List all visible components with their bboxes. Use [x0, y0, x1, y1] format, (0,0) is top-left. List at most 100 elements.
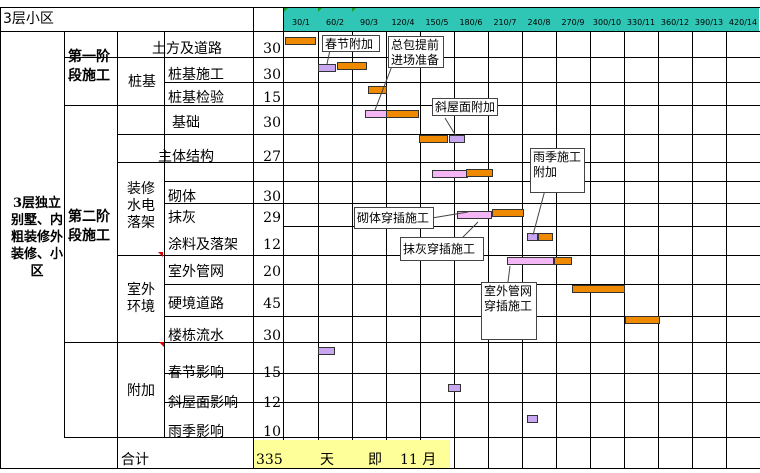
- grid-line: [283, 181, 760, 182]
- task-name[interactable]: 桩基检验: [168, 90, 224, 106]
- callout-masonry-overlap[interactable]: 砌体穿插施工: [354, 207, 434, 229]
- gantt-bar[interactable]: [448, 384, 461, 392]
- grid-line: [283, 255, 760, 256]
- task-duration[interactable]: 30: [263, 328, 281, 344]
- total-label[interactable]: 合计: [121, 452, 149, 468]
- grid-line: [386, 31, 387, 468]
- gantt-bar[interactable]: [625, 316, 660, 324]
- grid-line: [283, 402, 760, 403]
- comment-marker: [158, 252, 163, 257]
- task-duration[interactable]: 27: [263, 149, 281, 165]
- task-name[interactable]: 砌体: [168, 189, 196, 205]
- phase2-label[interactable]: 第二阶段施工: [68, 209, 110, 244]
- gantt-bar[interactable]: [419, 135, 448, 143]
- task-duration[interactable]: 15: [263, 365, 281, 381]
- gantt-bar[interactable]: [318, 347, 335, 355]
- total-months[interactable]: 11 月: [400, 452, 437, 468]
- task-name[interactable]: 主体结构: [158, 149, 214, 165]
- timeline-label: 150/5: [425, 18, 449, 27]
- task-name[interactable]: 硬境道路: [168, 296, 224, 312]
- gantt-bar[interactable]: [368, 86, 387, 94]
- grid-line: [726, 31, 727, 468]
- outdoor-group-label[interactable]: 室外环境: [127, 282, 155, 315]
- gantt-bar[interactable]: [554, 257, 572, 265]
- header-marker: [318, 7, 323, 12]
- task-duration[interactable]: 10: [263, 424, 281, 440]
- grid-line: [283, 134, 760, 135]
- phase1-label[interactable]: 第一阶段施工: [68, 49, 110, 84]
- pile-group-label[interactable]: 桩基: [128, 74, 156, 90]
- extra-group-label[interactable]: 附加: [127, 383, 155, 399]
- grid-line: [318, 31, 319, 468]
- task-duration[interactable]: 45: [263, 296, 281, 312]
- task-duration[interactable]: 12: [263, 237, 281, 253]
- task-name[interactable]: 桩基施工: [168, 67, 224, 83]
- sheet-title[interactable]: 3层小区: [3, 11, 54, 27]
- timeline-label: 240/8: [527, 18, 551, 27]
- task-duration[interactable]: 30: [263, 41, 281, 57]
- gantt-bar[interactable]: [527, 233, 538, 241]
- timeline-label: 330/11: [626, 18, 656, 27]
- task-name[interactable]: 室外管网: [168, 264, 224, 280]
- task-name[interactable]: 楼栋流水: [168, 328, 224, 344]
- grid-line: [283, 105, 760, 106]
- task-duration[interactable]: 15: [263, 90, 281, 106]
- grid-line: [164, 31, 165, 437]
- grid-line: [283, 162, 760, 163]
- grid-line: [692, 31, 693, 468]
- gantt-bar[interactable]: [285, 37, 316, 45]
- gantt-bar[interactable]: [538, 233, 553, 241]
- gantt-bar[interactable]: [386, 110, 419, 118]
- grid-line: [283, 226, 760, 227]
- grid-line: [0, 468, 760, 469]
- gantt-bar[interactable]: [449, 135, 465, 143]
- task-name[interactable]: 基础: [172, 115, 200, 131]
- task-name[interactable]: 雨季影响: [168, 424, 224, 440]
- timeline-label: 60/2: [326, 18, 344, 27]
- header-marker: [352, 7, 357, 12]
- grid-line: [522, 31, 523, 468]
- task-name[interactable]: 涂料及落架: [168, 237, 238, 253]
- decor-group-label[interactable]: 装修水电落架: [127, 181, 155, 231]
- grid-line: [64, 31, 65, 437]
- gantt-bar[interactable]: [466, 169, 493, 177]
- task-duration[interactable]: 30: [263, 67, 281, 83]
- task-duration[interactable]: 30: [263, 189, 281, 205]
- callout-plaster-overlap[interactable]: 抹灰穿插施工: [400, 237, 484, 261]
- gantt-bar[interactable]: [365, 110, 387, 118]
- task-name[interactable]: 斜屋面影响: [168, 395, 238, 411]
- gantt-bar[interactable]: [457, 211, 492, 219]
- task-name[interactable]: 抹灰: [168, 210, 196, 226]
- task-duration[interactable]: 12: [263, 395, 281, 411]
- task-name[interactable]: 土方及道路: [152, 41, 222, 57]
- callout-early-prep[interactable]: 总包提前进场准备: [388, 36, 444, 68]
- callout-pipe-overlap[interactable]: 室外管网穿插施工: [481, 282, 537, 340]
- gantt-bar[interactable]: [507, 257, 554, 265]
- gantt-bar[interactable]: [572, 285, 625, 293]
- callout-rainy-season[interactable]: 雨季施工附加: [530, 148, 585, 193]
- grid-line: [253, 7, 254, 468]
- task-duration[interactable]: 29: [263, 210, 281, 226]
- gantt-bar[interactable]: [527, 415, 538, 423]
- callout-roof[interactable]: 斜屋面附加: [432, 98, 498, 116]
- timeline-label: 90/3: [360, 18, 378, 27]
- grid-line: [624, 31, 625, 468]
- task-duration[interactable]: 20: [263, 264, 281, 280]
- grid-line: [283, 82, 760, 83]
- grid-line: [488, 31, 489, 468]
- grid-line: [556, 31, 557, 468]
- grid-line: [283, 342, 760, 343]
- gantt-bar[interactable]: [337, 62, 367, 70]
- gantt-bar[interactable]: [432, 170, 468, 178]
- task-duration[interactable]: 30: [263, 115, 281, 131]
- gantt-bar[interactable]: [492, 209, 524, 217]
- comment-marker: [159, 342, 164, 347]
- gantt-bar[interactable]: [318, 64, 336, 72]
- project-label[interactable]: 3层独立别墅、内粗装修外装修、小区: [10, 196, 63, 279]
- timeline-label: 120/4: [391, 18, 415, 27]
- total-days[interactable]: 335: [256, 452, 283, 468]
- task-name[interactable]: 春节影响: [168, 365, 224, 381]
- grid-line: [0, 7, 760, 8]
- callout-spring-festival[interactable]: 春节附加: [322, 35, 380, 52]
- grid-line: [352, 31, 353, 468]
